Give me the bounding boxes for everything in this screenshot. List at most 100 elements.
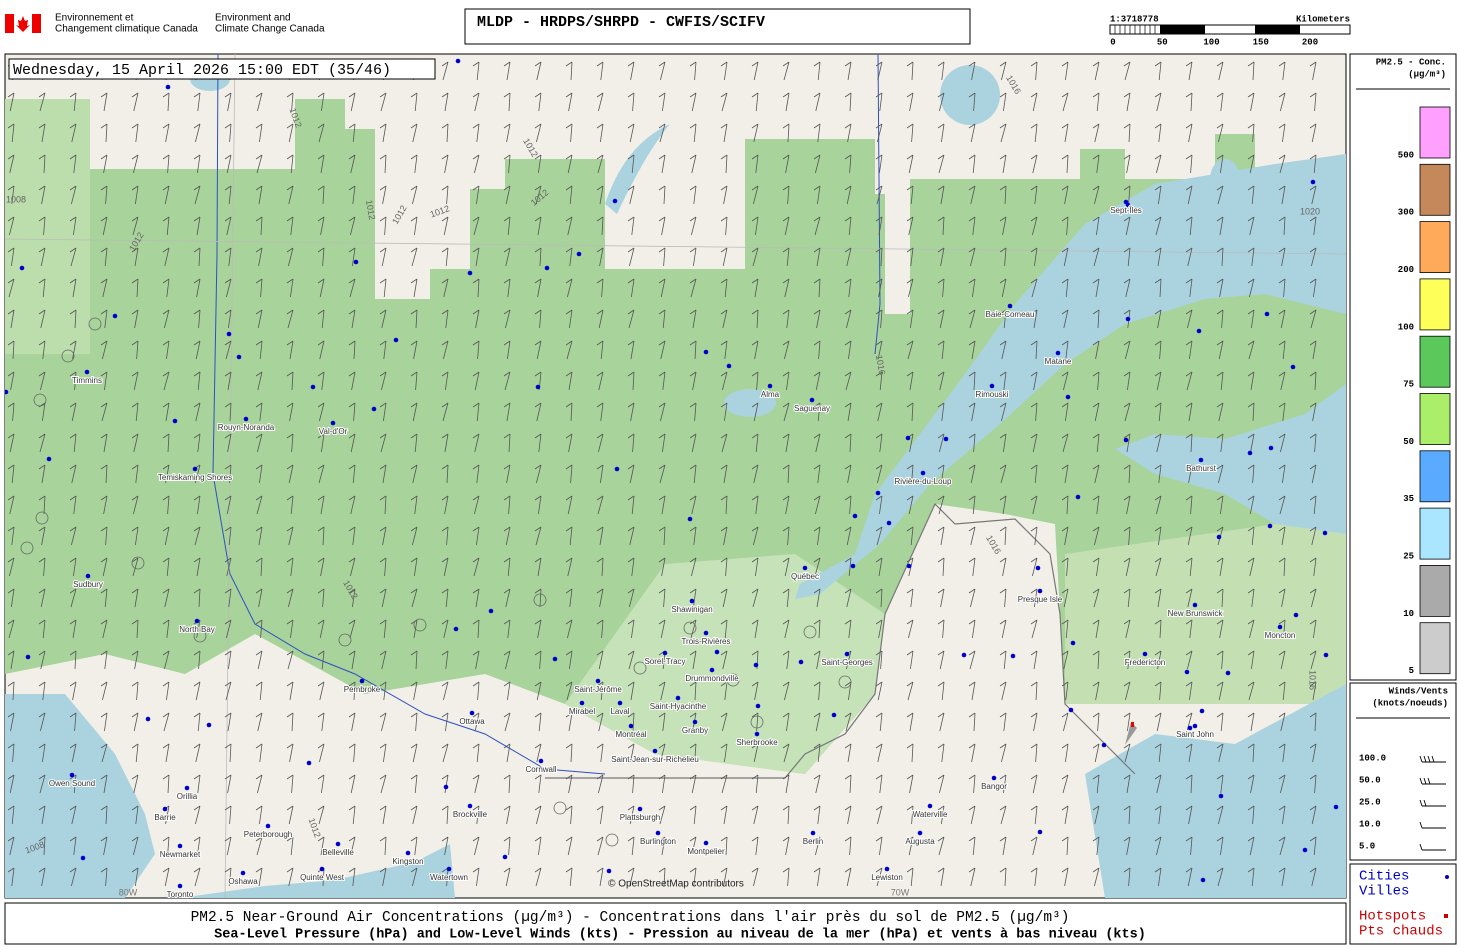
wind-barb: [69, 743, 77, 763]
station-dot: [172, 418, 178, 424]
wind-barb: [1123, 154, 1131, 174]
wind-legend-box: [1349, 682, 1457, 861]
scale-tick-label: 150: [1253, 37, 1269, 47]
wind-barb: [410, 247, 418, 267]
wind-barb: [596, 495, 604, 515]
city-dot: [184, 785, 190, 791]
wind-barb: [441, 309, 449, 329]
wind-barb: [100, 588, 108, 608]
wind-barb-symbol: [1419, 821, 1446, 829]
city-label: Granby: [682, 726, 708, 735]
calm-wind: [413, 618, 427, 632]
station-dot: [502, 854, 508, 860]
wind-barb: [7, 712, 15, 732]
city-label: Moncton: [1265, 631, 1296, 640]
wind-barb: [379, 619, 387, 639]
wind-barb: [1123, 61, 1131, 81]
wind-barb: [999, 154, 1007, 174]
wind-barb: [627, 588, 635, 608]
wind-barb: [1216, 247, 1224, 267]
wind-barb: [658, 61, 666, 81]
wind-barb: [1309, 743, 1317, 763]
calm-wind: [726, 673, 740, 687]
wind-barb: [999, 185, 1007, 205]
wind-barb: [720, 278, 728, 298]
wind-barb: [100, 402, 108, 422]
wind-barb: [813, 712, 821, 732]
city-label: Mirabel: [569, 707, 595, 716]
wind-barb: [596, 371, 604, 391]
wind-barb: [968, 836, 976, 856]
wind-barb: [875, 681, 883, 701]
city-dot: [85, 573, 91, 579]
city-label: New Brunswick: [1168, 609, 1224, 618]
wind-barb: [193, 371, 201, 391]
wind-barb: [751, 867, 759, 887]
station-dot: [1302, 847, 1308, 853]
wind-barb: [999, 216, 1007, 236]
city-dot: [177, 843, 183, 849]
wind-barb: [751, 92, 759, 112]
city-dot: [689, 598, 695, 604]
wind-barb: [7, 278, 15, 298]
wind-barb: [131, 216, 139, 236]
city-dot: [884, 866, 890, 872]
legend-swatch: [1419, 507, 1451, 560]
station-dot: [1333, 804, 1339, 810]
wind-barb: [1278, 805, 1286, 825]
wind-barb: [1154, 433, 1162, 453]
city-label: Sept-Îles: [1110, 206, 1142, 215]
wind-barb: [1185, 495, 1193, 515]
station-dot: [1070, 640, 1076, 646]
wind-barb: [751, 154, 759, 174]
wind-barb: [1278, 836, 1286, 856]
wind-barb: [1278, 464, 1286, 484]
wind-barb: [937, 774, 945, 794]
station-dot: [886, 520, 892, 526]
wind-barb: [317, 743, 325, 763]
wind-barb: [503, 495, 511, 515]
city-label: Saint-Hyacinthe: [650, 702, 707, 711]
wind-barb: [999, 433, 1007, 453]
wind-barb: [1061, 309, 1069, 329]
wind-barb: [689, 588, 697, 608]
wind-barb: [689, 557, 697, 577]
wind-barb: [968, 805, 976, 825]
wind-barb: [503, 464, 511, 484]
wind-barb: [1030, 619, 1038, 639]
wind-barb: [317, 92, 325, 112]
wind-barb: [999, 123, 1007, 143]
pm-legend-title: PM2.5 - Conc.: [1376, 57, 1446, 67]
legend-label: 100: [1398, 322, 1414, 332]
wind-barb: [1247, 402, 1255, 422]
flag: [5, 14, 41, 33]
wind-barb: [286, 371, 294, 391]
wind-barb: [286, 619, 294, 639]
wind-barb: [317, 247, 325, 267]
wind-barb: [131, 371, 139, 391]
wind-barb: [1154, 247, 1162, 267]
wind-barb: [999, 867, 1007, 887]
wind-barb: [782, 464, 790, 484]
wind-barb: [658, 712, 666, 732]
wind-barb: [503, 185, 511, 205]
wind-barb: [689, 371, 697, 391]
wind-barb: [7, 371, 15, 391]
wind-barb: [906, 650, 914, 670]
city-dot: [991, 775, 997, 781]
wind-barb: [379, 681, 387, 701]
wind-barb: [720, 433, 728, 453]
wind-barb: [968, 681, 976, 701]
wind-barb: [317, 805, 325, 825]
wind-barb: [720, 650, 728, 670]
wind-barb: [162, 836, 170, 856]
wind-barb: [162, 774, 170, 794]
wind-barb: [7, 619, 15, 639]
wind-barb: [1278, 340, 1286, 360]
station-dot: [852, 513, 858, 519]
city-dot: [637, 806, 643, 812]
station-dot: [1196, 328, 1202, 334]
wind-barb: [906, 495, 914, 515]
wind-barb: [720, 92, 728, 112]
wind-barb: [348, 247, 356, 267]
